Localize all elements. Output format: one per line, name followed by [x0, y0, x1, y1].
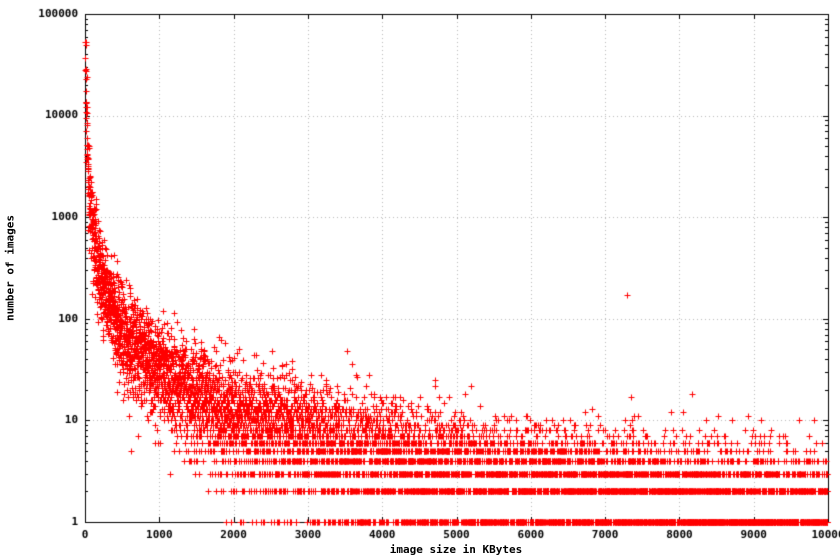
- y-axis-label: number of images: [3, 215, 17, 321]
- x-axis-label: image size in KBytes: [389, 543, 523, 556]
